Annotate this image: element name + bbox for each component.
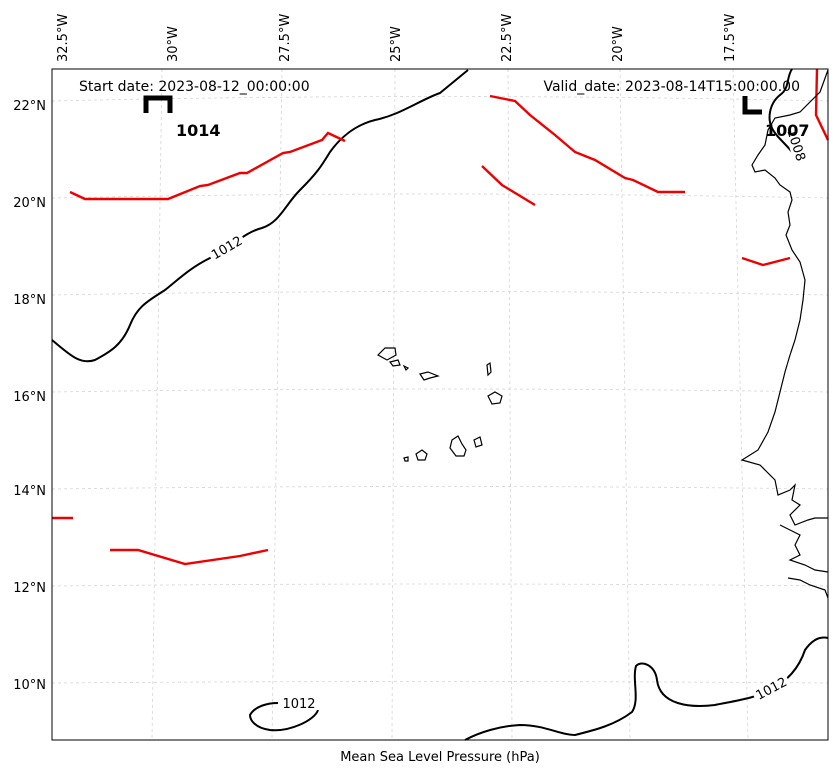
start-date-label: Start date: 2023-08-12_00:00:00	[79, 79, 310, 95]
isobar-1008	[768, 68, 796, 157]
fronts	[52, 68, 830, 566]
map-frame	[51, 68, 829, 741]
lon-label-30: 30°W	[166, 26, 181, 62]
cape-verde-islands	[377, 347, 503, 462]
low-value: 1007	[765, 121, 810, 140]
lat-label-12: 12°N	[13, 581, 46, 596]
contour-label-1012-small: 1012	[282, 697, 315, 712]
isobar-1012-small	[248, 702, 319, 732]
valid-date-label: Valid_date: 2023-08-14T15:00:00.00	[543, 79, 800, 95]
lon-labels: 32.5°W 30°W 27.5°W 25°W 22.5°W 20°W 17.5…	[56, 14, 738, 62]
lon-label-32-5: 32.5°W	[56, 14, 71, 62]
island-santa-luzia	[402, 364, 410, 372]
lat-label-18: 18°N	[13, 293, 46, 308]
lat-labels: 22°N 20°N 18°N 16°N 14°N 12°N 10°N	[13, 99, 46, 693]
contour-labels: 1012 1012 1012 1008	[206, 127, 809, 712]
coastline	[740, 69, 829, 599]
front-northeast-edge	[814, 68, 830, 141]
lon-label-27-5: 27.5°W	[278, 14, 293, 62]
island-boa-vista	[487, 391, 503, 405]
low-symbol	[742, 96, 762, 115]
front-mid	[481, 165, 536, 207]
isobar-1012-north	[51, 69, 469, 363]
high-symbol	[143, 95, 173, 113]
lat-label-22: 22°N	[13, 99, 46, 114]
contour-label-1012-north: 1012	[209, 234, 245, 264]
graticule	[51, 68, 829, 741]
isobars	[51, 68, 829, 741]
low-pressure-marker: 1007	[742, 96, 810, 140]
lat-label-10: 10°N	[13, 678, 46, 693]
island-sao-vicente	[388, 359, 401, 367]
island-brava	[403, 456, 409, 462]
front-south	[110, 548, 269, 566]
front-east-short	[741, 256, 791, 267]
lon-label-17-5: 17.5°W	[723, 14, 738, 62]
island-sal	[486, 361, 492, 377]
lat-label-20: 20°N	[13, 196, 46, 211]
africa-coast	[740, 69, 829, 599]
island-santo-antao	[377, 347, 397, 361]
lat-label-16: 16°N	[13, 390, 46, 405]
lat-label-14: 14°N	[13, 484, 46, 499]
lon-label-20: 20°W	[611, 26, 626, 62]
high-value: 1014	[176, 121, 221, 140]
isobar-1012-south	[464, 636, 829, 741]
lon-label-25: 25°W	[389, 26, 404, 62]
high-pressure-marker: 1014	[143, 95, 221, 140]
map-caption: Mean Sea Level Pressure (hPa)	[340, 750, 540, 765]
island-fogo	[415, 449, 428, 461]
lon-label-22-5: 22.5°W	[500, 14, 515, 62]
front-north-west	[69, 131, 346, 201]
island-santiago	[449, 435, 467, 457]
island-maio	[473, 436, 483, 448]
island-sao-nicolau	[419, 371, 440, 381]
front-north-east	[489, 94, 685, 194]
